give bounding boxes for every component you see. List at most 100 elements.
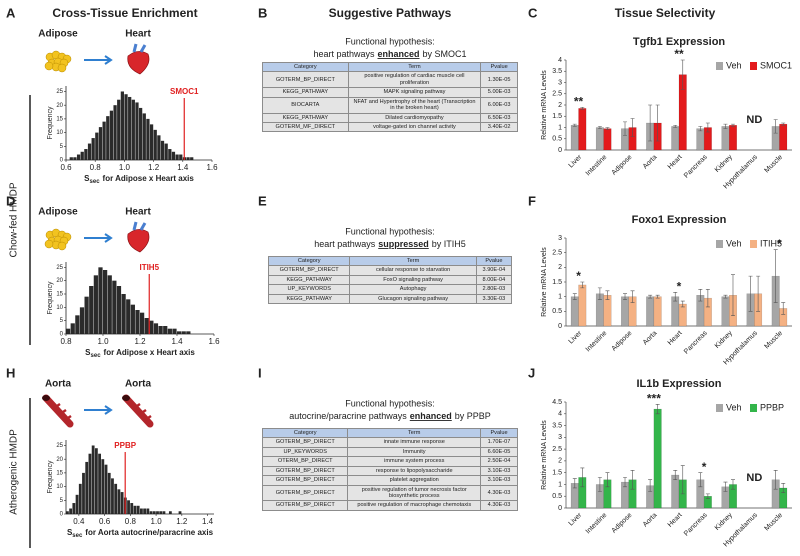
table-row: UP_KEYWORDS Autophagy 2.80E-03 bbox=[267, 284, 513, 295]
error-bar bbox=[680, 59, 685, 90]
hypothesis-part: by ITIH5 bbox=[432, 239, 466, 249]
y-axis-label: Frequency bbox=[47, 106, 54, 140]
error-bar bbox=[705, 122, 710, 133]
table-cell: MAPK signaling pathway bbox=[347, 87, 482, 98]
table-row: Category Term Pvalue bbox=[261, 427, 518, 439]
table-row: KEGG_PATHWAY Dilated cardiomyopathy 6.50E-… bbox=[262, 112, 518, 123]
bar bbox=[578, 108, 587, 151]
schematic-label: Adipose bbox=[38, 207, 78, 218]
histogram-bar bbox=[133, 505, 137, 514]
schematic-label: Adipose bbox=[38, 29, 78, 40]
y-tick-label: 3.5 bbox=[552, 422, 562, 429]
x-tick-label: 1.6 bbox=[208, 337, 220, 346]
table-cell: Glucagon signaling pathway bbox=[349, 293, 477, 305]
histogram-bar bbox=[140, 508, 143, 514]
table-cell: KEGG_PATHWAY bbox=[267, 274, 351, 286]
hypothesis-part: autocrine/paracrine pathways bbox=[289, 411, 407, 421]
table-row: GOTERM_BP_DIRECT positive regulation of m… bbox=[261, 500, 518, 511]
histogram-bar bbox=[106, 116, 110, 160]
y-tick-label: 0 bbox=[60, 158, 64, 164]
histogram-bar bbox=[88, 453, 92, 514]
table-cell: 2.80E-03 bbox=[475, 284, 513, 295]
legend-label: Veh bbox=[726, 60, 742, 70]
table-cell: immune system process bbox=[347, 456, 482, 467]
x-tick-label: Pancreas bbox=[683, 153, 709, 179]
panel-letter: C bbox=[528, 5, 538, 20]
x-tick-label: 0.6 bbox=[60, 163, 72, 172]
histogram-bar bbox=[98, 267, 103, 334]
x-tick-label: 1.0 bbox=[97, 337, 109, 346]
histogram-bar bbox=[114, 483, 118, 514]
bar bbox=[721, 296, 730, 327]
histogram-bar bbox=[116, 286, 122, 334]
table-cell: NFAT and Hypertrophy of the heart (Trans… bbox=[347, 96, 482, 114]
table-cell: Category bbox=[261, 427, 349, 439]
x-tick-label: 1.4 bbox=[171, 337, 183, 346]
histogram-bar bbox=[113, 105, 117, 160]
adipocyte-icon bbox=[57, 63, 67, 73]
x-tick-label: Liver bbox=[568, 153, 584, 169]
heart-vessel-icon bbox=[132, 43, 147, 53]
error-bar bbox=[655, 294, 660, 299]
y-tick-label: 4 bbox=[558, 57, 562, 64]
bar bbox=[653, 408, 662, 509]
x-tick-label: Intestine bbox=[585, 154, 609, 178]
legend-swatch bbox=[716, 62, 723, 70]
histogram-bar bbox=[152, 511, 156, 514]
y-tick-label: 4.5 bbox=[552, 399, 562, 406]
error-bar bbox=[630, 470, 635, 490]
table-cell: UP_KEYWORDS bbox=[261, 446, 349, 458]
histogram-bar bbox=[149, 320, 154, 334]
histogram-bar bbox=[84, 296, 89, 334]
y-tick-label: 1.5 bbox=[552, 470, 562, 477]
error-bar bbox=[705, 289, 710, 308]
table-cell: 6.00E-03 bbox=[480, 96, 518, 114]
x-axis-label-text: for Adipose x Heart axis bbox=[103, 174, 195, 183]
bar bbox=[570, 125, 579, 151]
error-bar bbox=[605, 127, 610, 131]
y-tick-label: 20 bbox=[56, 457, 63, 463]
x-tick-label: Pancreas bbox=[683, 511, 709, 537]
y-tick-label: 3 bbox=[558, 79, 562, 86]
histogram-bar bbox=[103, 270, 108, 334]
error-bar bbox=[723, 481, 728, 492]
x-tick-label: Muscle bbox=[764, 512, 785, 533]
histogram-bar bbox=[146, 118, 150, 160]
legend-label: Veh bbox=[726, 402, 742, 412]
error-bar bbox=[605, 290, 610, 300]
annotation: *** bbox=[647, 392, 661, 406]
legend-label: PPBP bbox=[760, 402, 784, 412]
histogram-bar bbox=[160, 140, 165, 160]
histogram-bar bbox=[158, 326, 163, 334]
histogram-bar bbox=[157, 135, 161, 160]
schematic-label: Aorta bbox=[45, 379, 72, 390]
histogram-bar bbox=[72, 503, 76, 514]
bar bbox=[671, 126, 680, 151]
table-cell: KEGG_PATHWAY bbox=[262, 112, 349, 123]
table-cell: GOTERM_BP_DIRECT bbox=[261, 437, 349, 448]
table-cell: FoxO signaling pathway bbox=[349, 274, 477, 286]
histogram-bar bbox=[95, 132, 99, 160]
error-bar bbox=[655, 104, 660, 142]
y-tick-label: 10 bbox=[56, 130, 63, 136]
legend-label: ITIH5 bbox=[760, 238, 782, 248]
highlight-label: PPBP bbox=[114, 441, 136, 450]
histogram-bar bbox=[98, 453, 101, 514]
error-bar bbox=[605, 472, 610, 488]
y-tick-label: 2.5 bbox=[552, 446, 562, 453]
y-tick-label: 0.5 bbox=[552, 308, 562, 315]
table-cell: KEGG_PATHWAY bbox=[267, 293, 351, 305]
heart-vessel-icon bbox=[132, 221, 147, 231]
highlight-label: SMOC1 bbox=[170, 87, 199, 96]
table-cell: 1.70E-07 bbox=[480, 437, 518, 448]
histogram-bar bbox=[177, 331, 182, 334]
error-bar bbox=[572, 293, 577, 300]
histogram-bar bbox=[149, 511, 153, 514]
table-row: GOTERM_BP_DIRECT positive regulation of c… bbox=[262, 71, 518, 89]
histogram-bar bbox=[171, 151, 176, 160]
aorta-branch-icon bbox=[64, 414, 72, 422]
histogram-bar bbox=[172, 328, 177, 334]
error-bar bbox=[580, 281, 585, 289]
